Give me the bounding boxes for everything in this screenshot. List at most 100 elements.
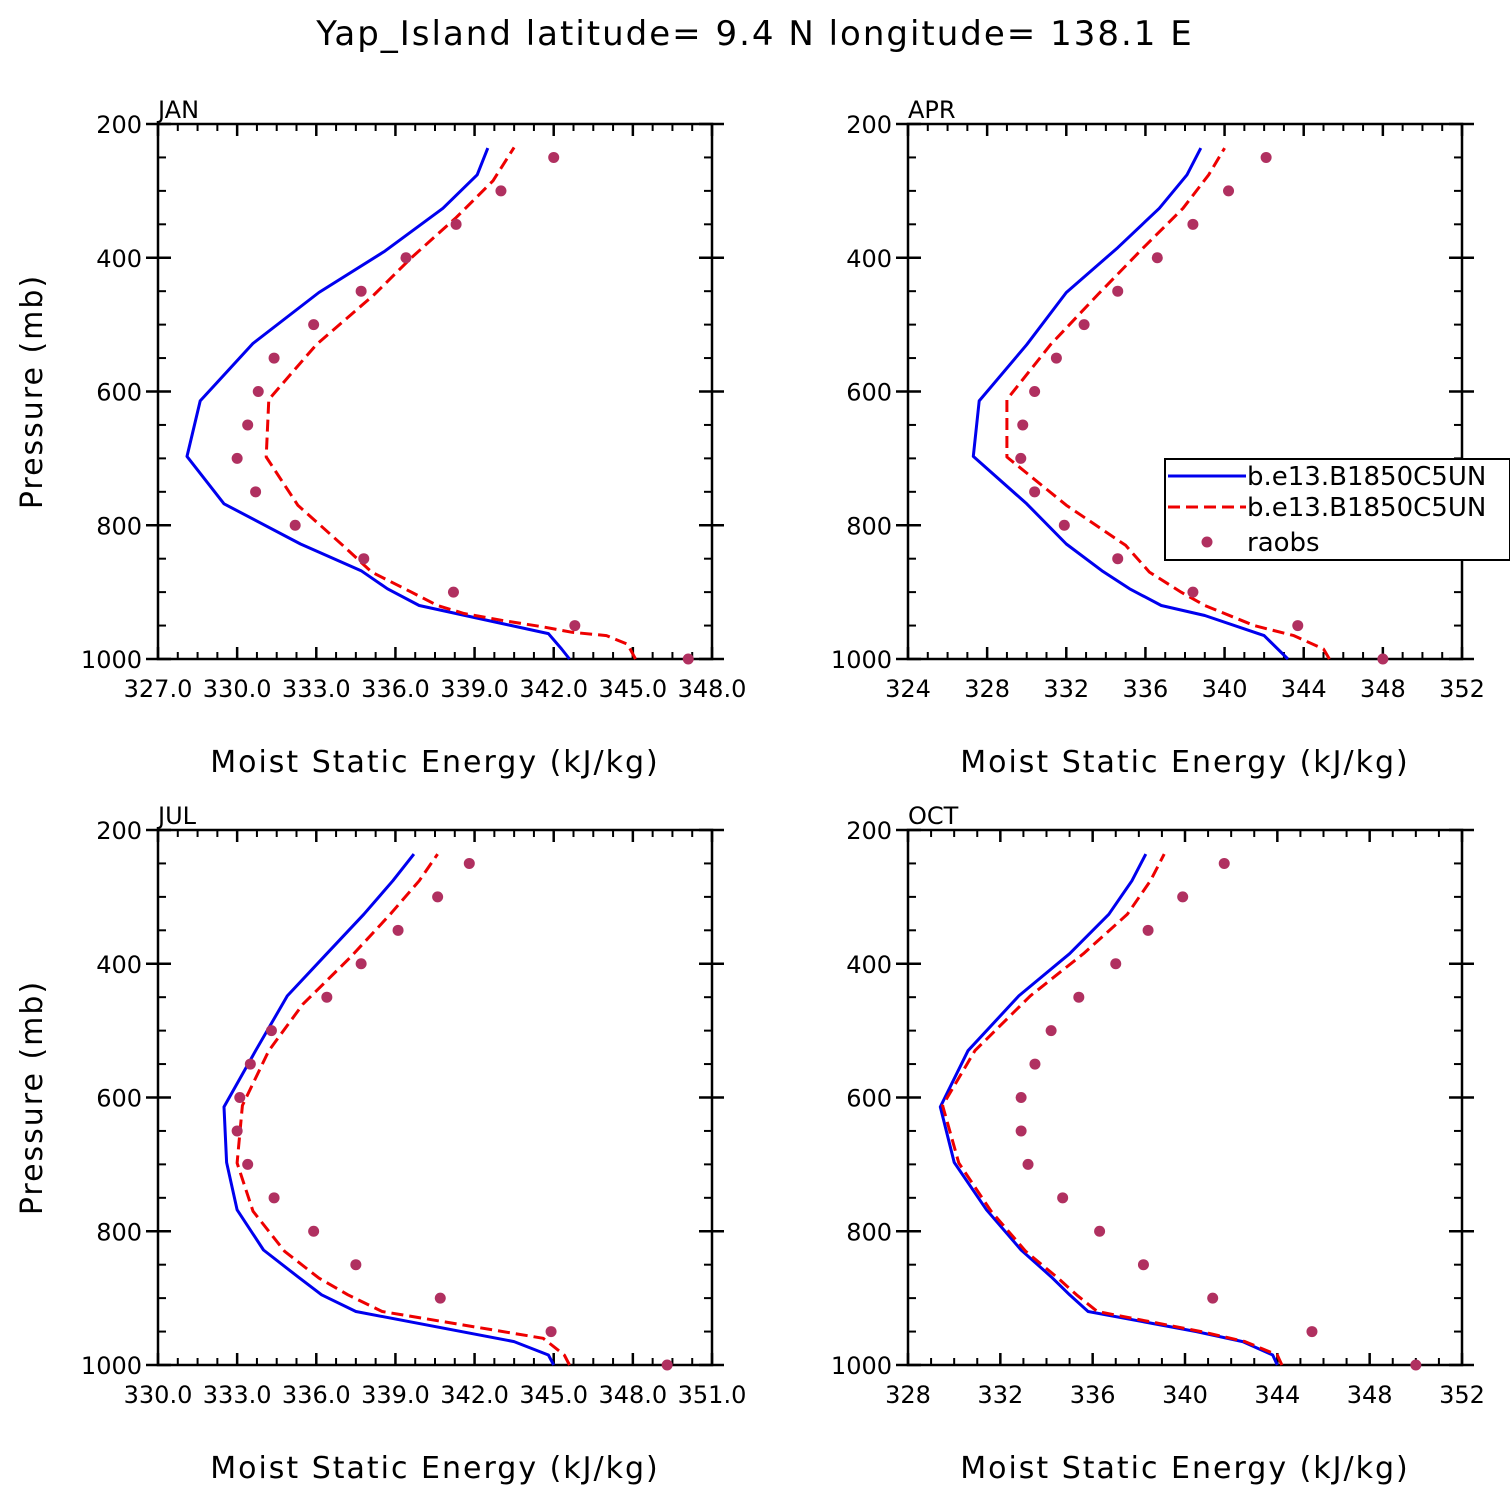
y-tick-label: 1000: [81, 1352, 142, 1380]
raobs-point: [1110, 958, 1122, 970]
series-line-dashed: [941, 853, 1284, 1366]
x-tick-label: 328: [964, 675, 1010, 703]
raobs-point: [355, 958, 367, 970]
raobs-point: [1045, 1025, 1057, 1037]
raobs-point: [268, 1192, 280, 1204]
raobs-point: [495, 185, 507, 197]
figure-title: Yap_Island latitude= 9.4 N longitude= 13…: [315, 14, 1193, 54]
raobs-point: [1029, 486, 1041, 498]
x-tick-label: 352: [1439, 1381, 1485, 1409]
x-tick-label: 327.0: [124, 675, 193, 703]
x-tick-label: 336: [1070, 1381, 1116, 1409]
raobs-point: [1022, 1158, 1034, 1170]
raobs-point: [1078, 319, 1090, 331]
y-tick-label: 400: [96, 951, 142, 979]
raobs-point: [545, 1326, 557, 1338]
y-tick-label: 600: [846, 1085, 892, 1113]
x-tick-label: 328: [885, 1381, 931, 1409]
legend-entry: raobs: [1247, 528, 1320, 558]
y-tick-label: 400: [96, 245, 142, 273]
series-line-solid: [971, 147, 1289, 661]
y-tick-label: 400: [846, 951, 892, 979]
series-line-solid: [185, 147, 571, 660]
x-tick-label: 339.0: [440, 675, 509, 703]
raobs-point: [1223, 185, 1235, 197]
raobs-point: [231, 1125, 243, 1137]
raobs-point: [1112, 285, 1124, 297]
x-axis-title: Moist Static Energy (kJ/kg): [210, 1451, 660, 1486]
raobs-point: [1058, 519, 1070, 531]
raobs-point: [1292, 620, 1304, 632]
raobs-point: [1137, 1259, 1149, 1271]
x-tick-label: 330.0: [124, 1381, 193, 1409]
panel-label: APR: [908, 96, 956, 124]
raobs-point: [1017, 419, 1029, 431]
raobs-point: [450, 218, 462, 230]
x-tick-label: 345.0: [598, 675, 667, 703]
panel-label: JUL: [156, 802, 197, 830]
x-tick-label: 351.0: [678, 1381, 747, 1409]
raobs-point: [682, 653, 694, 665]
x-tick-label: 340: [1162, 1381, 1208, 1409]
raobs-point: [1015, 1092, 1027, 1103]
raobs-point: [1057, 1192, 1069, 1204]
raobs-point: [231, 452, 243, 464]
raobs-point: [268, 352, 280, 364]
x-tick-label: 324: [885, 675, 931, 703]
y-tick-label: 200: [96, 111, 142, 139]
raobs-point: [265, 1025, 277, 1037]
raobs-point: [252, 386, 264, 397]
raobs-point: [234, 1092, 246, 1103]
raobs-point: [1410, 1359, 1422, 1371]
raobs-point: [244, 1058, 256, 1070]
x-tick-label: 336: [1123, 675, 1169, 703]
raobs-point: [1151, 252, 1163, 264]
x-tick-label: 345.0: [519, 1381, 588, 1409]
x-axis-title: Moist Static Energy (kJ/kg): [960, 745, 1410, 780]
x-tick-label: 348.0: [678, 675, 747, 703]
y-tick-label: 1000: [831, 1352, 892, 1380]
raobs-point: [308, 319, 320, 331]
raobs-point: [355, 285, 367, 297]
raobs-point: [242, 1158, 254, 1170]
chart-panel-jul: JUL 330.0 333.0 336.0 339.0 342.0 345.0 348.0 35…: [15, 802, 746, 1486]
x-tick-label: 333.0: [282, 675, 351, 703]
raobs-point: [1015, 1125, 1027, 1137]
raobs-point: [1260, 151, 1272, 163]
raobs-point: [1377, 653, 1389, 665]
series-line-dashed: [1005, 147, 1331, 660]
legend-entry: b.e13.B1850C5UN: [1247, 493, 1486, 523]
x-tick-label: 344: [1254, 1381, 1300, 1409]
panel-label: OCT: [908, 802, 959, 830]
raobs-point: [1142, 924, 1154, 936]
y-axis-title: Pressure (mb): [15, 980, 50, 1215]
raobs-point: [569, 620, 581, 632]
y-tick-label: 600: [846, 379, 892, 407]
plot-frame: [906, 828, 1464, 1367]
y-tick-label: 800: [846, 512, 892, 540]
chart-panels: JAN 327.0 330.0 333.0 336.0 339.0 342.0 345.0 34…: [15, 96, 1510, 1486]
y-tick-label: 600: [96, 379, 142, 407]
y-tick-label: 1000: [831, 646, 892, 674]
series-line-dashed: [264, 146, 637, 660]
raobs-point: [358, 553, 370, 565]
raobs-point: [1029, 1058, 1041, 1070]
series-line-dashed: [235, 853, 571, 1366]
raobs-point: [1187, 218, 1199, 230]
y-tick-label: 800: [96, 512, 142, 540]
raobs-point: [392, 924, 404, 936]
x-tick-label: 348: [1347, 1381, 1393, 1409]
x-tick-label: 348: [1360, 675, 1406, 703]
x-tick-label: 348.0: [598, 1381, 667, 1409]
raobs-point: [242, 419, 254, 431]
x-tick-label: 344: [1281, 675, 1327, 703]
x-tick-label: 330.0: [203, 675, 272, 703]
y-tick-label: 600: [96, 1085, 142, 1113]
raobs-point: [1015, 452, 1027, 464]
raobs-point: [447, 586, 459, 598]
raobs-point: [1029, 386, 1041, 397]
x-axis-title: Moist Static Energy (kJ/kg): [210, 745, 660, 780]
x-tick-label: 352: [1439, 675, 1485, 703]
x-tick-label: 333.0: [203, 1381, 272, 1409]
